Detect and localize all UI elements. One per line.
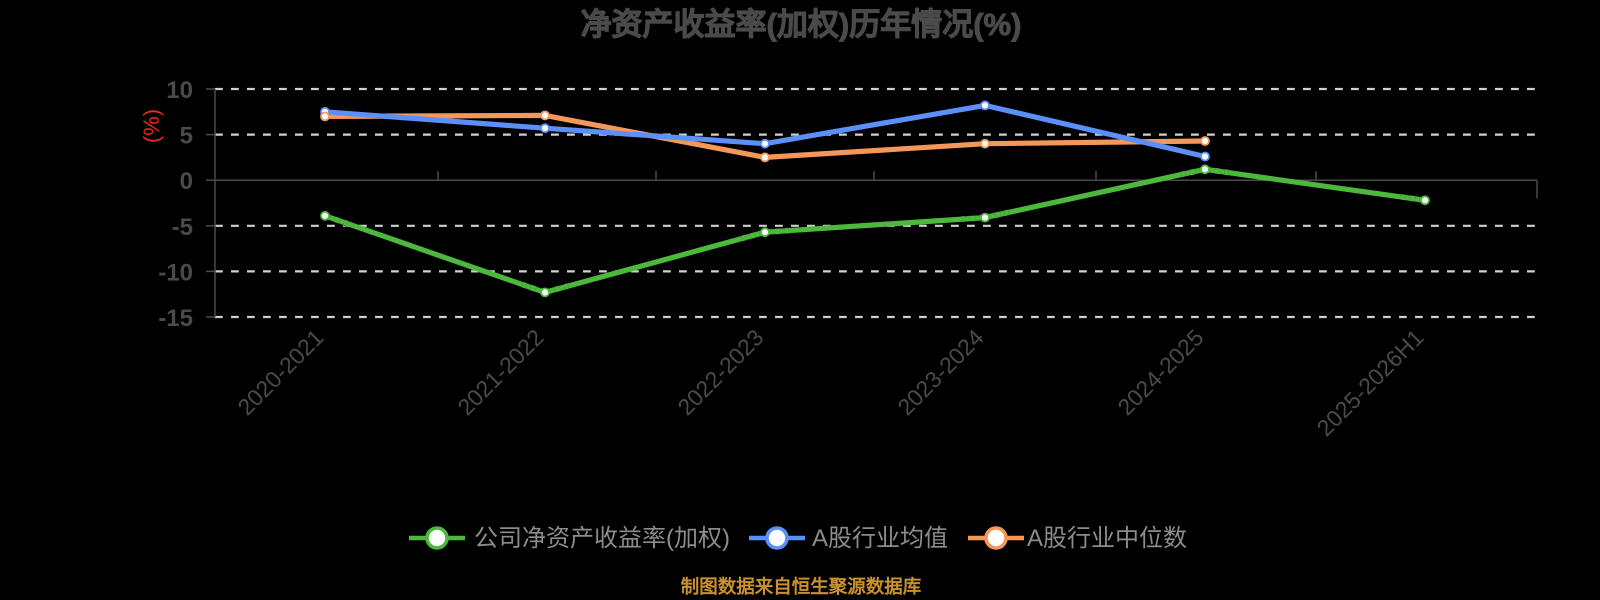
svg-text:公司净资产收益率(加权): 公司净资产收益率(加权)	[474, 525, 730, 552]
svg-text:(%): (%)	[139, 109, 164, 143]
svg-text:-15: -15	[158, 305, 193, 332]
svg-text:0: 0	[180, 168, 193, 195]
svg-text:5: 5	[180, 123, 193, 150]
svg-text:A股行业均值: A股行业均值	[812, 525, 948, 552]
svg-text:10: 10	[166, 77, 193, 104]
svg-text:-5: -5	[172, 214, 193, 241]
svg-text:制图数据来自恒生聚源数据库: 制图数据来自恒生聚源数据库	[681, 576, 922, 597]
svg-text:净资产收益率(加权)历年情况(%): 净资产收益率(加权)历年情况(%)	[581, 7, 1022, 42]
svg-text:-10: -10	[158, 259, 193, 286]
svg-text:A股行业中位数: A股行业中位数	[1027, 525, 1187, 552]
